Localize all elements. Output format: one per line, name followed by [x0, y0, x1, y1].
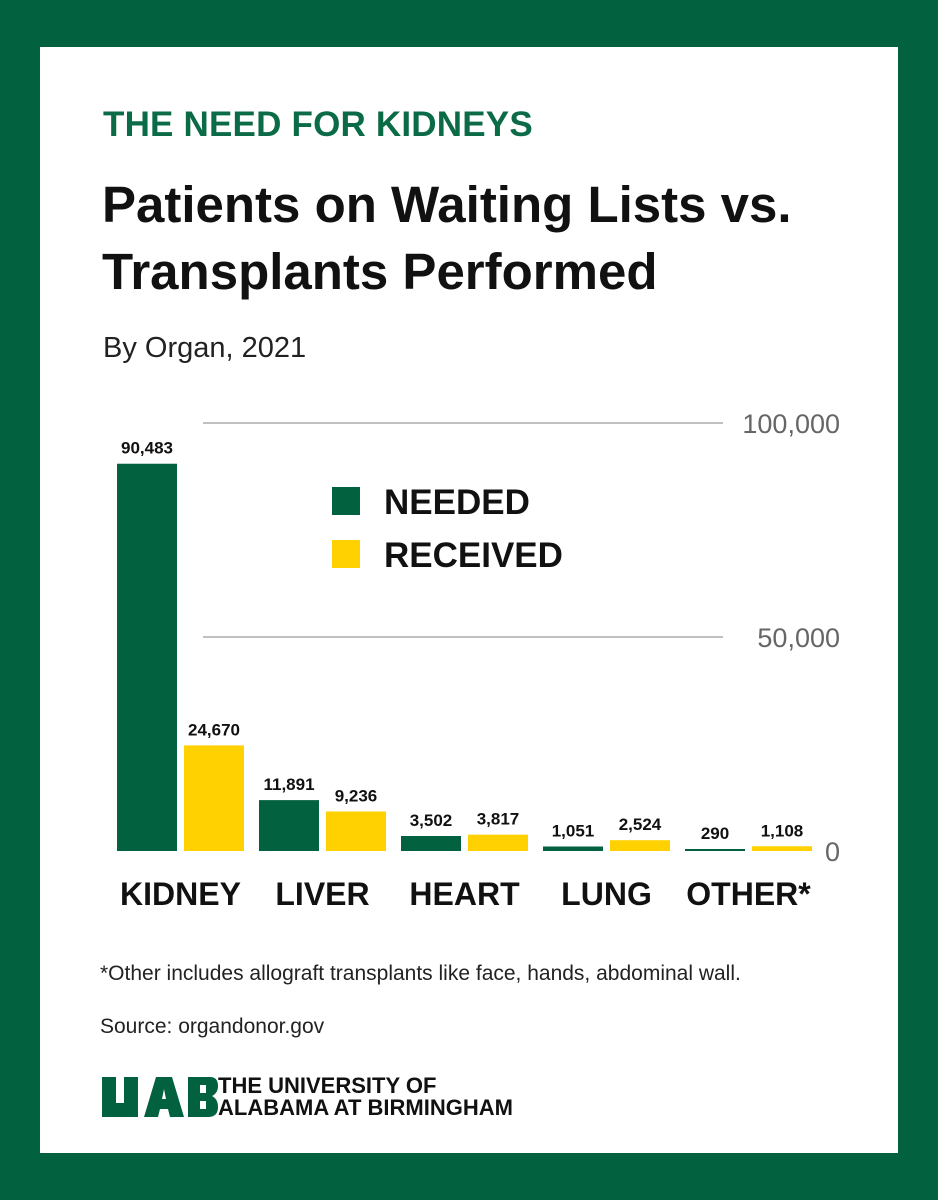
bar-needed-heart [401, 836, 461, 851]
category-label-kidney: KIDNEY [120, 876, 241, 912]
data-label: 3,817 [477, 810, 520, 829]
data-label: 1,051 [552, 822, 595, 841]
source-note: Source: organdonor.gov [100, 1015, 325, 1038]
data-label: 24,670 [188, 720, 240, 739]
category-label-lung: LUNG [561, 876, 652, 912]
data-label: 90,483 [121, 439, 173, 458]
data-label: 1,108 [761, 821, 804, 840]
y-tick-label: 100,000 [742, 409, 840, 439]
data-label: 2,524 [619, 815, 662, 834]
data-label: 11,891 [263, 775, 314, 794]
category-label-heart: HEART [409, 876, 520, 912]
category-label-other: OTHER* [686, 876, 811, 912]
logo-line-1: THE UNIVERSITY OF [218, 1073, 437, 1098]
bar-needed-lung [543, 846, 603, 851]
bar-received-kidney [184, 745, 244, 851]
bar-received-heart [468, 834, 528, 851]
logo-line-2: ALABAMA AT BIRMINGHAM [218, 1095, 513, 1120]
data-label: 290 [701, 824, 729, 843]
bar-received-liver [326, 811, 386, 851]
chart-title: Patients on Waiting Lists vs. Transplant… [102, 176, 792, 300]
data-label: 3,502 [410, 811, 453, 830]
legend-swatch-needed [332, 487, 360, 515]
y-tick-label: 0 [825, 837, 840, 867]
bar-needed-liver [259, 800, 319, 851]
y-tick-label: 50,000 [757, 623, 840, 653]
uab-wordmark: THE UNIVERSITY OF ALABAMA AT BIRMINGHAM [218, 1075, 513, 1119]
data-label: 9,236 [335, 786, 378, 805]
bar-received-lung [610, 840, 670, 851]
footnote: *Other includes allograft transplants li… [100, 962, 741, 985]
bar-chart: 0 50,000 100,000 NEEDED RECEIVED 90,483 24,6… [117, 409, 840, 912]
bar-needed-kidney [117, 463, 177, 851]
legend-label-received: RECEIVED [384, 536, 563, 575]
eyebrow-heading: THE NEED FOR KIDNEYS [103, 105, 533, 144]
infographic-card: THE NEED FOR KIDNEYS Patients on Waiting… [40, 47, 898, 1153]
uab-logo-icon [102, 1077, 218, 1117]
legend-swatch-received [332, 540, 360, 568]
category-label-liver: LIVER [275, 876, 369, 912]
legend-label-needed: NEEDED [384, 483, 530, 522]
chart-subtitle: By Organ, 2021 [103, 332, 307, 364]
bar-needed-other [685, 849, 745, 851]
bar-received-other [752, 846, 812, 851]
